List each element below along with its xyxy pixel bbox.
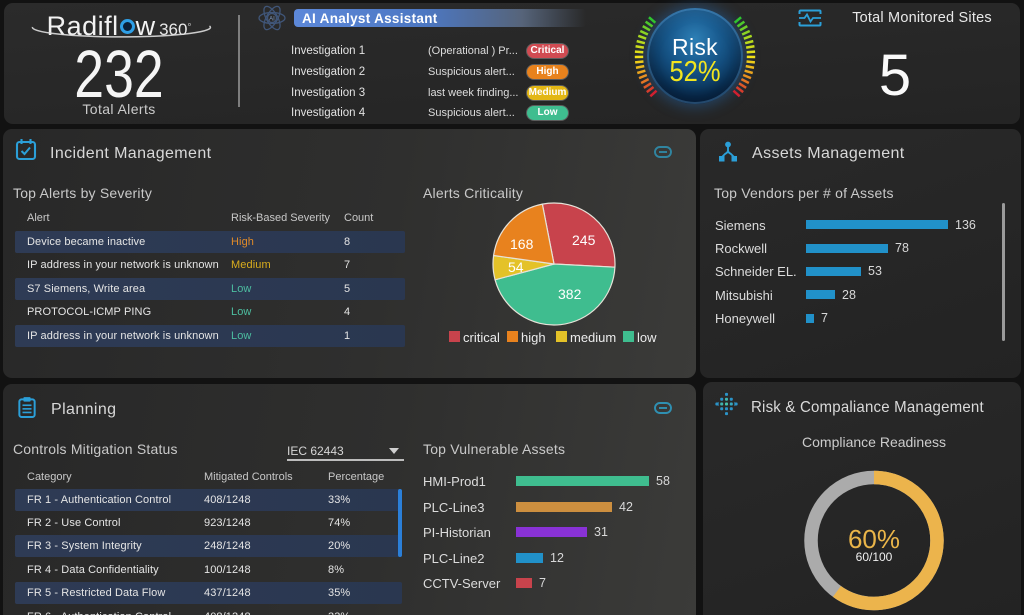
svg-text:382: 382	[558, 286, 582, 302]
svg-text:AI: AI	[269, 17, 275, 23]
svg-text:245: 245	[572, 232, 596, 248]
svg-text:168: 168	[510, 236, 534, 252]
svg-text:54: 54	[508, 259, 524, 275]
